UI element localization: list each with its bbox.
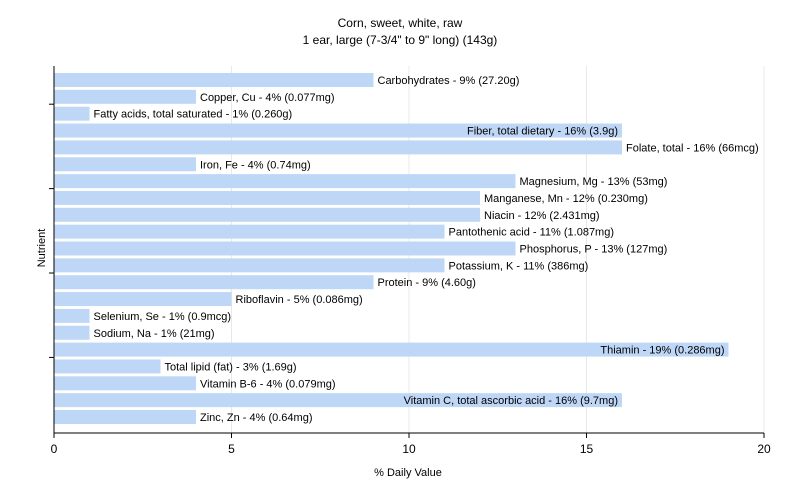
chart-title: Corn, sweet, white, raw	[338, 16, 463, 30]
bar-label: Thiamin - 19% (0.286mg)	[600, 345, 724, 357]
bar	[54, 258, 445, 273]
bar	[54, 410, 196, 424]
bar	[54, 393, 622, 408]
bar	[54, 325, 90, 340]
bar	[54, 241, 516, 256]
bar	[54, 342, 729, 357]
bar	[54, 359, 161, 374]
bars: Carbohydrates - 9% (27.20g) Copper, Cu - …	[54, 73, 759, 424]
bar	[54, 106, 90, 121]
bar-label: Pantothenic acid - 11% (1.087mg)	[449, 227, 615, 239]
chart-subtitle: 1 ear, large (7-3/4" to 9" long) (143g)	[303, 33, 498, 47]
bar	[54, 89, 196, 104]
bar-label: Fatty acids, total saturated - 1% (0.260…	[94, 109, 293, 121]
y-axis-title: Nutrient	[36, 229, 48, 268]
x-tick-label: 20	[757, 442, 771, 456]
bar-label: Carbohydrates - 9% (27.20g)	[378, 75, 520, 87]
bar-label: Selenium, Se - 1% (0.9mcg)	[94, 311, 232, 323]
axes: 0 5 10 15 20	[49, 66, 771, 456]
bar-label: Fiber, total dietary - 16% (3.9g)	[467, 126, 618, 138]
bar-label: Protein - 9% (4.60g)	[378, 277, 476, 289]
x-tick-label: 5	[228, 442, 235, 456]
bar	[54, 275, 374, 290]
bar-label: Vitamin B-6 - 4% (0.079mg)	[200, 378, 336, 390]
bar	[54, 376, 196, 391]
bar	[54, 140, 622, 155]
bar-label: Sodium, Na - 1% (21mg)	[94, 328, 215, 340]
bar-label: Phosphorus, P - 13% (127mg)	[520, 244, 668, 256]
bar-label: Riboflavin - 5% (0.086mg)	[236, 294, 363, 306]
x-tick-label: 0	[51, 442, 58, 456]
bar	[54, 123, 622, 138]
bar-label: Iron, Fe - 4% (0.74mg)	[200, 159, 311, 171]
x-axis-title: % Daily Value	[374, 467, 442, 479]
x-tick-label: 10	[402, 442, 416, 456]
bar-label: Manganese, Mn - 12% (0.230mg)	[484, 193, 648, 205]
bar	[54, 308, 90, 323]
bar-label: Magnesium, Mg - 13% (53mg)	[520, 176, 668, 188]
bar	[54, 157, 196, 172]
bar-label: Potassium, K - 11% (386mg)	[449, 260, 589, 272]
x-tick-label: 15	[580, 442, 594, 456]
bar	[54, 174, 516, 189]
bar	[54, 292, 232, 307]
bar	[54, 190, 480, 205]
bar-label: Copper, Cu - 4% (0.077mg)	[200, 92, 335, 104]
bar-label: Zinc, Zn - 4% (0.64mg)	[200, 412, 312, 424]
bar-label: Niacin - 12% (2.431mg)	[484, 210, 600, 222]
bar	[54, 73, 374, 87]
bar	[54, 224, 445, 239]
bar-label: Folate, total - 16% (66mcg)	[626, 142, 759, 154]
bar	[54, 207, 480, 222]
bar-label: Total lipid (fat) - 3% (1.69g)	[165, 361, 297, 373]
bar-label: Vitamin C, total ascorbic acid - 16% (9.…	[404, 395, 618, 407]
